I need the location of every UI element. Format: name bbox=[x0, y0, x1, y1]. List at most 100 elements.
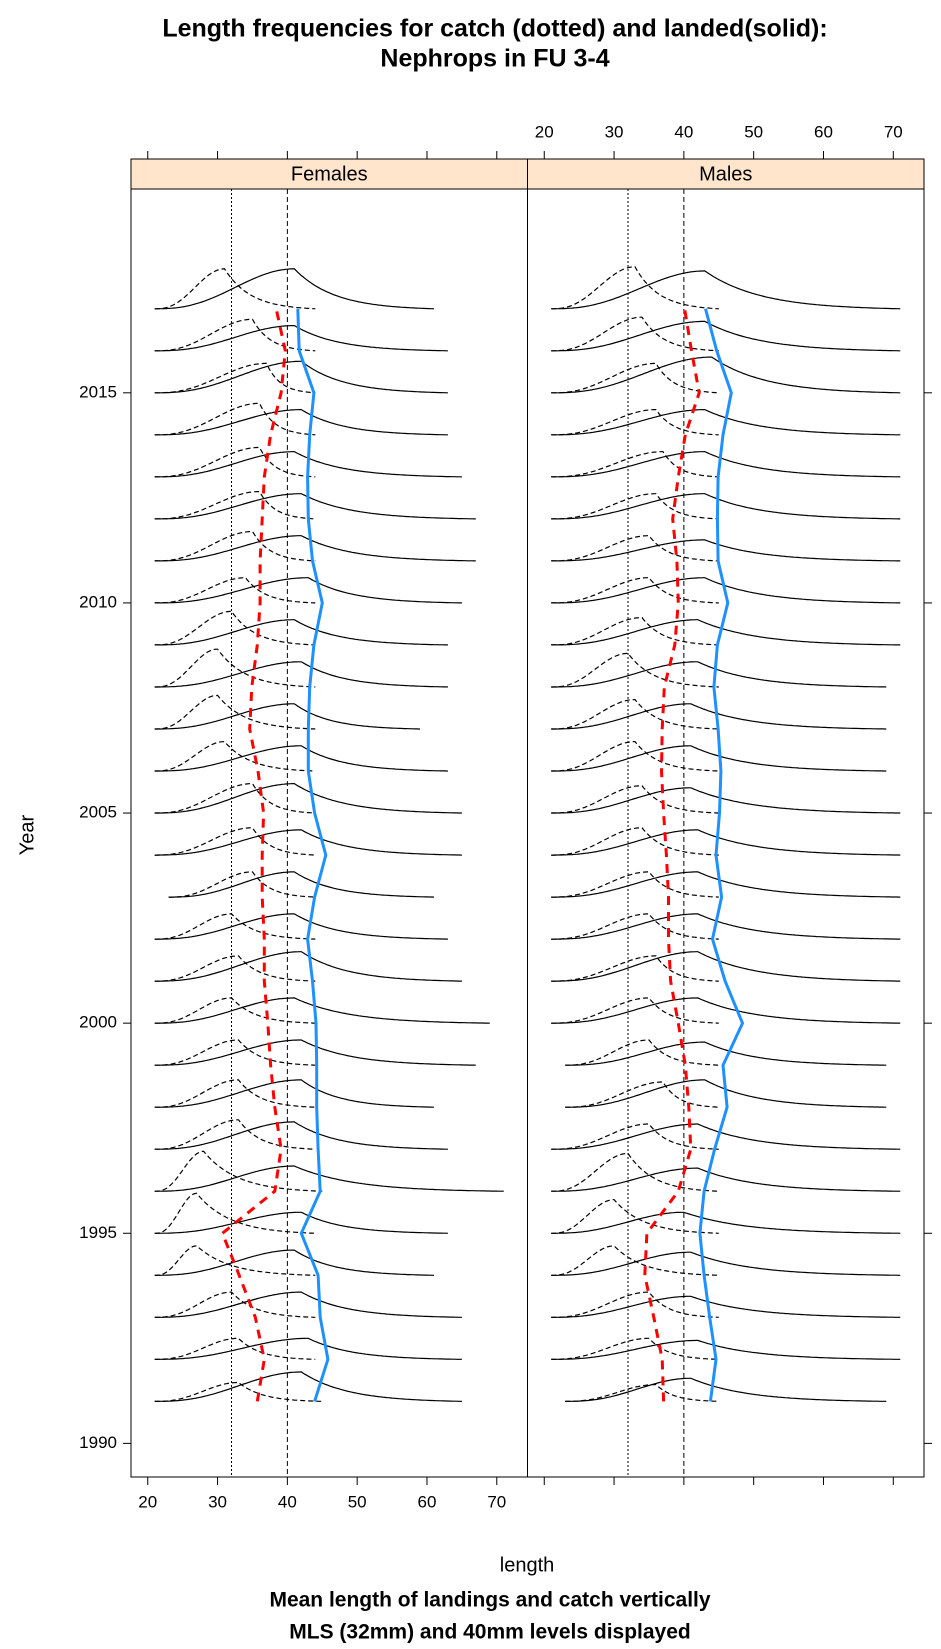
catch-curve bbox=[154, 491, 316, 520]
landed-curve bbox=[551, 951, 901, 982]
catch-curve bbox=[551, 741, 719, 772]
catch-curve bbox=[154, 318, 316, 352]
chart-title: Length frequencies for catch (dotted) an… bbox=[162, 15, 827, 43]
catch-curve bbox=[154, 362, 316, 394]
landed-curve bbox=[551, 356, 901, 394]
catch-curve bbox=[551, 913, 719, 940]
catch-curve bbox=[551, 1337, 719, 1360]
subtitle: MLS (32mm) and 40mm levels displayed bbox=[289, 1621, 690, 1644]
catch-curve bbox=[154, 1192, 316, 1234]
catch-curve bbox=[551, 827, 719, 856]
landed-curve bbox=[551, 1211, 901, 1234]
landed-curve bbox=[551, 493, 901, 520]
catch-curve bbox=[551, 699, 719, 730]
catch-curve bbox=[154, 782, 316, 814]
catch-curve bbox=[551, 493, 719, 520]
catch-curve bbox=[551, 616, 719, 646]
catch-curve bbox=[154, 997, 316, 1024]
catch-curve bbox=[154, 1119, 316, 1150]
landed-curve bbox=[154, 913, 448, 940]
y-tick-label: 2005 bbox=[79, 803, 117, 822]
landed-curve bbox=[154, 783, 462, 814]
x-tick-label: 40 bbox=[674, 122, 693, 141]
landed-curve bbox=[551, 1295, 901, 1318]
landed-curve bbox=[154, 997, 490, 1024]
catch-curve bbox=[551, 577, 719, 604]
catch-curve bbox=[565, 1039, 719, 1066]
landed-curve bbox=[154, 1121, 448, 1150]
landed-curve bbox=[551, 270, 901, 310]
x-tick-label: 50 bbox=[744, 122, 763, 141]
landed-curve bbox=[154, 325, 448, 352]
catch-curve bbox=[154, 1245, 316, 1276]
landed-mean-line bbox=[296, 308, 330, 1402]
catch-curve bbox=[154, 1079, 316, 1108]
landed-curve bbox=[551, 320, 901, 352]
landed-curve bbox=[154, 745, 448, 772]
landed-curve bbox=[154, 1165, 504, 1192]
catch-curve bbox=[154, 913, 316, 940]
y-axis-label: Year bbox=[16, 814, 38, 855]
catch-curve bbox=[154, 694, 316, 730]
landed-curve bbox=[154, 1249, 434, 1276]
catch-curve bbox=[154, 1381, 323, 1402]
y-tick-label: 1995 bbox=[79, 1223, 117, 1242]
catch-mean-line bbox=[643, 308, 701, 1402]
landed-curve bbox=[551, 450, 901, 478]
strip bbox=[130, 158, 528, 190]
landed-curve bbox=[154, 703, 420, 730]
catch-mean-line bbox=[220, 308, 287, 1402]
catch-curve bbox=[154, 577, 316, 604]
catch-curve bbox=[551, 871, 719, 898]
landed-curve bbox=[154, 1211, 448, 1234]
catch-curve bbox=[551, 450, 719, 478]
landed-curve bbox=[565, 1377, 887, 1402]
catch-curve bbox=[551, 409, 719, 436]
catch-curve bbox=[154, 446, 316, 478]
landed-curve bbox=[551, 997, 901, 1024]
landed-curve bbox=[551, 539, 901, 562]
landed-curve bbox=[551, 913, 901, 940]
x-tick-label: 70 bbox=[487, 1492, 506, 1511]
landed-curve bbox=[168, 871, 435, 898]
catch-curve bbox=[551, 997, 719, 1024]
catch-curve bbox=[154, 827, 316, 856]
catch-curve bbox=[154, 1337, 316, 1360]
landed-curve bbox=[154, 1371, 462, 1402]
catch-curve bbox=[551, 785, 719, 814]
catch-curve bbox=[154, 1039, 316, 1066]
catch-curve bbox=[551, 1245, 719, 1276]
landed-curve bbox=[551, 1339, 901, 1360]
landed-curve bbox=[551, 871, 901, 898]
catch-curve bbox=[551, 535, 719, 562]
x-tick-label: 40 bbox=[278, 1492, 297, 1511]
landed-curve bbox=[551, 661, 887, 688]
landed-curve bbox=[551, 703, 887, 730]
catch-curve bbox=[154, 530, 316, 562]
landed-curve bbox=[154, 1291, 462, 1318]
landed-curve bbox=[154, 360, 448, 394]
strip bbox=[527, 158, 925, 190]
landed-curve bbox=[154, 661, 448, 688]
panel-frame bbox=[130, 188, 528, 1478]
catch-curve bbox=[551, 316, 719, 352]
catch-curve bbox=[551, 652, 719, 688]
x-tick-label: 60 bbox=[814, 122, 833, 141]
landed-curve bbox=[154, 493, 476, 520]
catch-curve bbox=[551, 1291, 719, 1318]
catch-curve bbox=[154, 955, 316, 982]
x-tick-label: 30 bbox=[208, 1492, 227, 1511]
subtitle: Mean length of landings and catch vertic… bbox=[269, 1589, 710, 1612]
catch-curve bbox=[154, 740, 316, 772]
landed-mean-line bbox=[698, 308, 745, 1402]
x-tick-label: 30 bbox=[605, 122, 624, 141]
landed-curve bbox=[551, 787, 901, 814]
x-tick-label: 20 bbox=[138, 1492, 157, 1511]
y-tick-label: 2010 bbox=[79, 592, 117, 611]
strip-label: Males bbox=[699, 163, 752, 185]
landed-curve bbox=[154, 1079, 434, 1108]
catch-curve bbox=[565, 1383, 719, 1402]
chart-title: Nephrops in FU 3-4 bbox=[380, 45, 609, 73]
landed-curve bbox=[154, 829, 462, 856]
